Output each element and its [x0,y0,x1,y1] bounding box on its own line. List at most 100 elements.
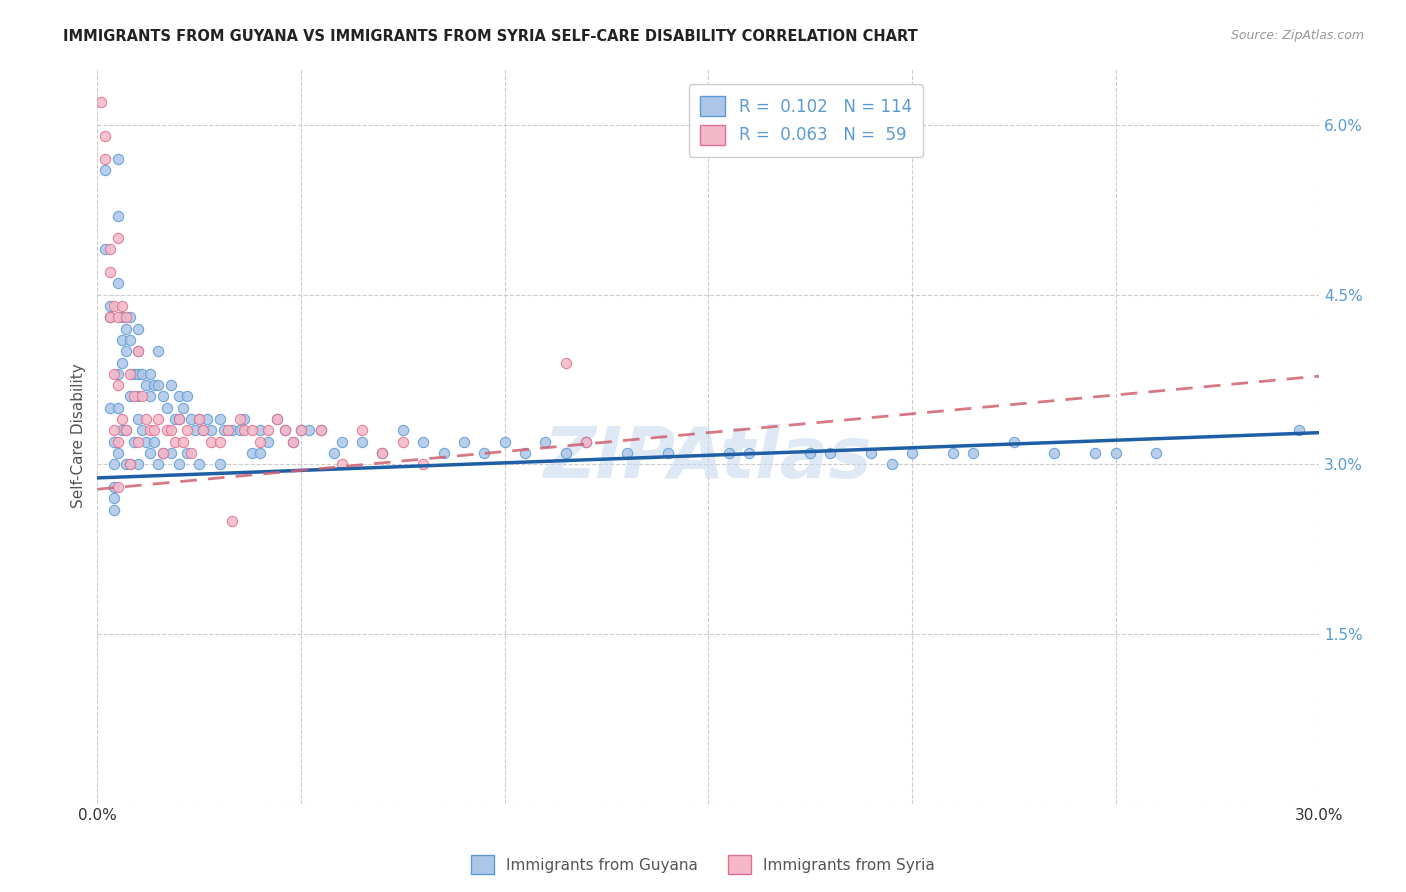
Point [217,424,239,438]
Point [163,434,186,449]
Point [1144,446,1167,460]
Point [616,446,638,460]
Point [122,389,145,403]
Point [229,424,252,438]
Point [152,389,174,403]
Point [111,333,134,347]
Point [513,446,536,460]
Point [103,480,125,494]
Point [135,412,157,426]
Point [111,299,134,313]
Point [257,434,280,449]
Point [322,446,344,460]
Point [103,491,125,506]
Point [159,446,181,460]
Point [180,446,202,460]
Point [962,446,984,460]
Point [1002,434,1025,449]
Point [148,378,170,392]
Point [152,446,174,460]
Point [188,412,211,426]
Point [107,378,129,392]
Point [266,412,288,426]
Point [298,424,321,438]
Point [115,310,138,325]
Point [143,424,166,438]
Point [176,424,198,438]
Point [115,424,138,438]
Text: IMMIGRANTS FROM GUYANA VS IMMIGRANTS FROM SYRIA SELF-CARE DISABILITY CORRELATION: IMMIGRANTS FROM GUYANA VS IMMIGRANTS FRO… [63,29,918,44]
Point [103,424,125,438]
Point [371,446,394,460]
Point [115,321,138,335]
Point [131,367,153,381]
Point [880,458,903,472]
Point [139,446,162,460]
Point [111,412,134,426]
Point [115,424,138,438]
Point [188,412,211,426]
Point [208,434,231,449]
Point [273,424,295,438]
Point [266,412,288,426]
Point [352,424,374,438]
Point [575,434,598,449]
Point [1288,424,1310,438]
Point [176,389,198,403]
Point [148,458,170,472]
Point [184,424,207,438]
Point [111,355,134,369]
Point [575,434,598,449]
Point [127,321,149,335]
Point [98,310,121,325]
Point [107,277,129,291]
Point [107,152,129,166]
Point [94,129,117,144]
Point [432,446,454,460]
Point [143,434,166,449]
Point [257,424,280,438]
Point [107,446,129,460]
Point [107,310,129,325]
Point [167,412,190,426]
Point [240,424,263,438]
Point [200,424,222,438]
Legend: Immigrants from Guyana, Immigrants from Syria: Immigrants from Guyana, Immigrants from … [464,849,942,880]
Point [115,458,138,472]
Point [273,424,295,438]
Point [657,446,679,460]
Point [554,355,576,369]
Point [200,434,222,449]
Point [98,310,121,325]
Point [135,378,157,392]
Point [412,458,434,472]
Point [127,344,149,359]
Point [107,209,129,223]
Legend: R =  0.102   N = 114, R =  0.063   N =  59: R = 0.102 N = 114, R = 0.063 N = 59 [689,84,924,156]
Point [98,243,121,257]
Point [371,446,394,460]
Point [103,367,125,381]
Point [330,434,353,449]
Point [148,344,170,359]
Point [127,344,149,359]
Point [148,412,170,426]
Point [107,231,129,245]
Point [98,401,121,415]
Point [98,299,121,313]
Point [1043,446,1066,460]
Point [233,412,256,426]
Point [139,389,162,403]
Point [107,367,129,381]
Point [118,458,141,472]
Point [352,434,374,449]
Point [534,434,557,449]
Point [127,434,149,449]
Point [94,243,117,257]
Point [717,446,740,460]
Point [167,389,190,403]
Point [122,434,145,449]
Point [111,424,134,438]
Y-axis label: Self-Care Disability: Self-Care Disability [72,364,86,508]
Point [281,434,304,449]
